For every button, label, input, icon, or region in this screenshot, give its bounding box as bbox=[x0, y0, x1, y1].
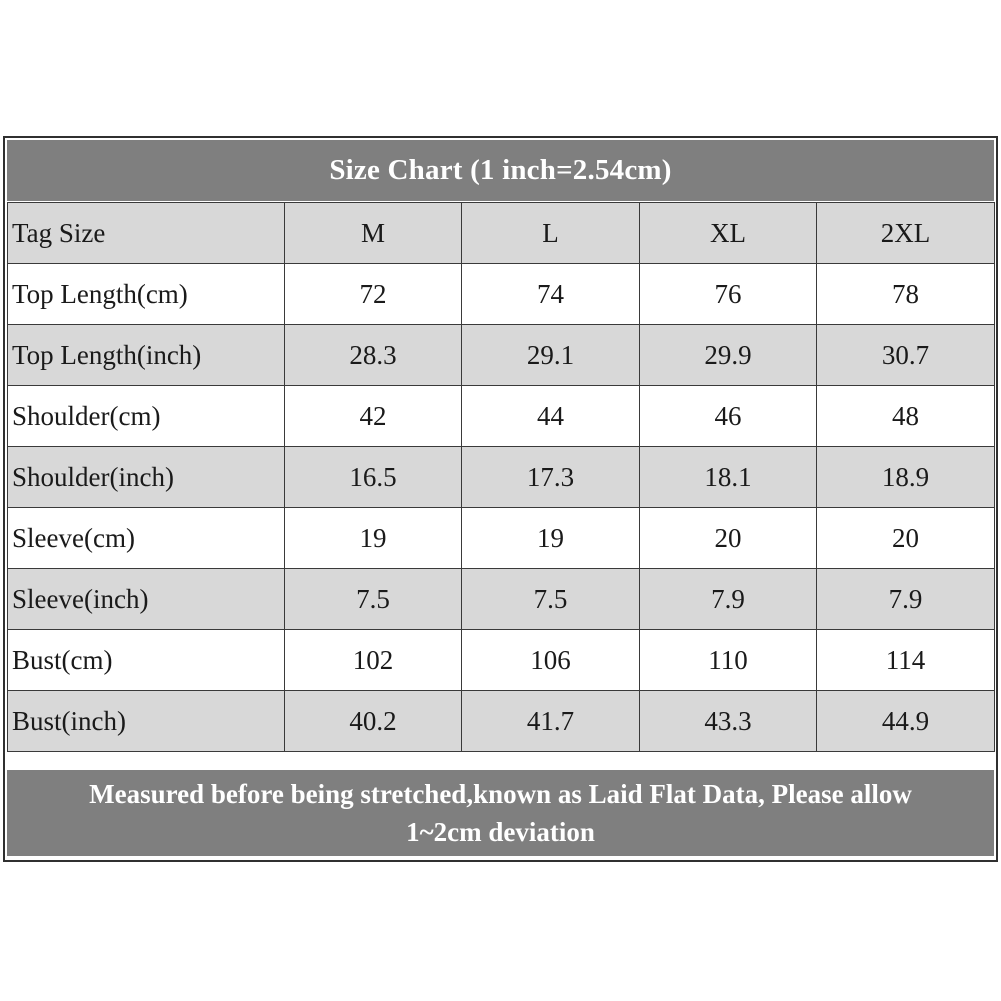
table-cell: 110 bbox=[639, 629, 817, 691]
table-cell: 19 bbox=[461, 507, 640, 569]
table-cell: 29.9 bbox=[639, 324, 817, 386]
row-label: Shoulder(cm) bbox=[7, 385, 285, 447]
table-cell: 7.5 bbox=[284, 568, 462, 630]
row-label: Sleeve(cm) bbox=[7, 507, 285, 569]
table-cell: 43.3 bbox=[639, 690, 817, 752]
table-cell: 102 bbox=[284, 629, 462, 691]
table-cell: 78 bbox=[816, 263, 995, 325]
table-cell: 18.9 bbox=[816, 446, 995, 508]
table-cell: 20 bbox=[639, 507, 817, 569]
table-cell: 48 bbox=[816, 385, 995, 447]
table-cell: 7.9 bbox=[816, 568, 995, 630]
row-label: Bust(cm) bbox=[7, 629, 285, 691]
header-size-m: M bbox=[284, 202, 462, 264]
table-cell: 44.9 bbox=[816, 690, 995, 752]
size-table: Tag Size M L XL 2XL Top Length(cm) 72 74… bbox=[7, 202, 995, 752]
table-row: Sleeve(cm) 19 19 20 20 bbox=[7, 507, 995, 569]
table-cell: 30.7 bbox=[816, 324, 995, 386]
row-label: Top Length(inch) bbox=[7, 324, 285, 386]
row-label: Top Length(cm) bbox=[7, 263, 285, 325]
table-cell: 114 bbox=[816, 629, 995, 691]
header-label: Tag Size bbox=[7, 202, 285, 264]
table-cell: 19 bbox=[284, 507, 462, 569]
measurement-note-line1: Measured before being stretched,known as… bbox=[89, 779, 912, 809]
measurement-note: Measured before being stretched,known as… bbox=[7, 770, 994, 856]
row-label: Shoulder(inch) bbox=[7, 446, 285, 508]
table-row: Shoulder(cm) 42 44 46 48 bbox=[7, 385, 995, 447]
table-cell: 106 bbox=[461, 629, 640, 691]
table-row: Bust(inch) 40.2 41.7 43.3 44.9 bbox=[7, 690, 995, 752]
table-cell: 16.5 bbox=[284, 446, 462, 508]
header-size-2xl: 2XL bbox=[816, 202, 995, 264]
table-cell: 42 bbox=[284, 385, 462, 447]
table-cell: 76 bbox=[639, 263, 817, 325]
table-cell: 20 bbox=[816, 507, 995, 569]
table-cell: 44 bbox=[461, 385, 640, 447]
table-cell: 72 bbox=[284, 263, 462, 325]
table-row: Top Length(cm) 72 74 76 78 bbox=[7, 263, 995, 325]
table-header-row: Tag Size M L XL 2XL bbox=[7, 202, 995, 264]
table-cell: 46 bbox=[639, 385, 817, 447]
header-size-xl: XL bbox=[639, 202, 817, 264]
table-row: Bust(cm) 102 106 110 114 bbox=[7, 629, 995, 691]
measurement-note-line2: 1~2cm deviation bbox=[406, 817, 595, 847]
row-label: Bust(inch) bbox=[7, 690, 285, 752]
table-cell: 7.9 bbox=[639, 568, 817, 630]
size-chart: Size Chart (1 inch=2.54cm) Tag Size M L … bbox=[3, 136, 998, 862]
size-chart-title: Size Chart (1 inch=2.54cm) bbox=[7, 140, 994, 201]
table-cell: 41.7 bbox=[461, 690, 640, 752]
table-cell: 17.3 bbox=[461, 446, 640, 508]
table-cell: 7.5 bbox=[461, 568, 640, 630]
table-row: Shoulder(inch) 16.5 17.3 18.1 18.9 bbox=[7, 446, 995, 508]
table-cell: 18.1 bbox=[639, 446, 817, 508]
row-label: Sleeve(inch) bbox=[7, 568, 285, 630]
table-row: Top Length(inch) 28.3 29.1 29.9 30.7 bbox=[7, 324, 995, 386]
table-cell: 40.2 bbox=[284, 690, 462, 752]
table-row: Sleeve(inch) 7.5 7.5 7.9 7.9 bbox=[7, 568, 995, 630]
table-cell: 28.3 bbox=[284, 324, 462, 386]
table-cell: 74 bbox=[461, 263, 640, 325]
table-cell: 29.1 bbox=[461, 324, 640, 386]
header-size-l: L bbox=[461, 202, 640, 264]
